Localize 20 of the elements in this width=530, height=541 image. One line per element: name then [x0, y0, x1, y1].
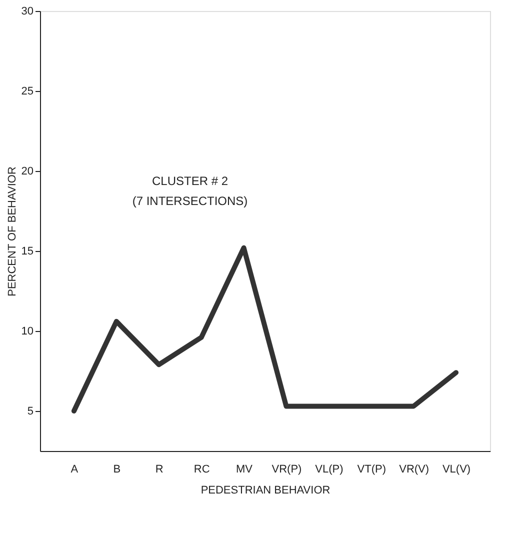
annotation: (7 INTERSECTIONS) [132, 194, 248, 208]
x-tick-label: VT(P) [357, 464, 386, 476]
y-tick-label: 10 [21, 326, 34, 338]
y-axis-title: PERCENT OF BEHAVIOR [6, 166, 18, 296]
x-tick-label: R [155, 464, 164, 476]
x-tick-label: VL(V) [442, 464, 471, 476]
y-tick-label: 25 [21, 86, 34, 98]
x-axis-title: PEDESTRIAN BEHAVIOR [200, 484, 330, 496]
x-tick-label: RC [194, 464, 210, 476]
x-tick-label: B [113, 464, 121, 476]
y-tick-label: 15 [21, 246, 34, 258]
y-tick-label: 5 [27, 406, 34, 418]
x-tick-label: VR(P) [272, 464, 302, 476]
x-tick-label: A [70, 464, 79, 476]
y-tick-label: 20 [21, 166, 34, 178]
x-tick-label: MV [236, 464, 254, 476]
x-tick-label: VR(V) [399, 464, 430, 476]
y-tick-label: 30 [21, 6, 34, 18]
x-tick-label: VL(P) [315, 464, 344, 476]
annotation: CLUSTER # 2 [152, 174, 228, 188]
